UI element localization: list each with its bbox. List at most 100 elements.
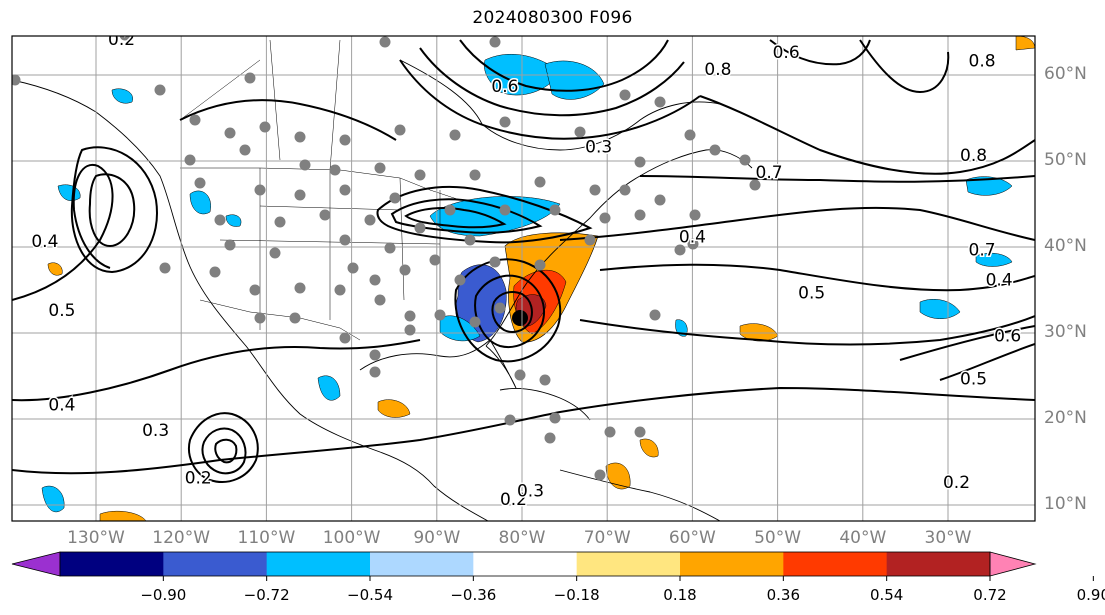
station-dot [224, 127, 236, 139]
map-frame [11, 35, 1036, 522]
colorbar-tick-label: 0.36 [766, 586, 801, 604]
contour-label: 0.7 [969, 241, 996, 261]
station-dot [749, 179, 761, 191]
colorbar-segment [680, 552, 784, 576]
station-dot [189, 114, 201, 126]
colorbar-segment [783, 552, 888, 576]
negative-anomaly-region [975, 252, 1013, 267]
station-dot [209, 266, 221, 278]
station-dot [369, 274, 381, 286]
station-dot [584, 234, 596, 246]
station-dot [534, 176, 546, 188]
station-dot [709, 144, 721, 156]
station-dot [494, 302, 506, 314]
station-dot [469, 169, 481, 181]
contour-label: 0.6 [773, 43, 800, 63]
longitude-label: 70°W [583, 528, 631, 548]
contour-label: 0.3 [517, 481, 544, 501]
contour-label: 0.4 [48, 395, 75, 415]
contour-label: 0.6 [491, 77, 518, 97]
station-dot [534, 259, 546, 271]
station-dot [514, 369, 526, 381]
latitude-label: 10°N [1044, 494, 1087, 514]
station-dot [504, 414, 516, 426]
station-dot [414, 222, 426, 234]
negative-anomaly-region [317, 375, 341, 401]
colorbar-segment [576, 552, 681, 576]
station-dot [674, 244, 686, 256]
colorbar-tick-label: −0.90 [140, 586, 187, 604]
station-dot [689, 209, 701, 221]
station-dot [739, 154, 751, 166]
contour-lines [12, 39, 1035, 483]
station-dot [379, 36, 391, 48]
station-dot [369, 366, 381, 378]
station-dot [239, 144, 251, 156]
station-dot [634, 426, 646, 438]
station-dot [119, 36, 131, 41]
colorbar-segment [163, 552, 268, 576]
station-dot [374, 294, 386, 306]
station-dot [574, 126, 586, 138]
station-dot [194, 177, 206, 189]
positive-anomaly-region [377, 399, 411, 418]
station-dot [254, 184, 266, 196]
station-dot [244, 72, 256, 84]
contour-label: 0.5 [960, 370, 987, 390]
station-dot [449, 129, 461, 141]
station-dot [334, 284, 346, 296]
station-dot [589, 184, 601, 196]
station-dot [159, 262, 171, 274]
colorbar [11, 551, 1094, 581]
station-dot [654, 194, 666, 206]
contour-label: 0.8 [704, 60, 731, 80]
station-dot [274, 216, 286, 228]
contour-label: 0.2 [943, 473, 970, 493]
station-dot [224, 239, 236, 251]
colorbar-segment [886, 552, 991, 576]
negative-anomaly-region [919, 299, 961, 319]
station-dot [489, 256, 501, 268]
latitude-label: 50°N [1044, 150, 1087, 170]
observation-stations [12, 36, 761, 481]
station-dot [634, 156, 646, 168]
station-dot [249, 284, 261, 296]
station-dot [289, 312, 301, 324]
station-dot [464, 234, 476, 246]
longitude-label: 60°W [668, 528, 716, 548]
station-dot [549, 204, 561, 216]
longitude-label: 80°W [498, 528, 546, 548]
positive-anomaly-region [47, 262, 63, 276]
positive-anomaly-region [99, 510, 147, 521]
station-dot [649, 309, 661, 321]
colorbar-segment [60, 552, 164, 576]
colorbar-tick-label: 0.90 [1076, 586, 1105, 604]
station-dot [544, 432, 556, 444]
shaded-regions [41, 36, 1035, 521]
station-dot [404, 310, 416, 322]
contour-label: 0.4 [679, 228, 706, 248]
station-dot [214, 214, 226, 226]
station-dot [619, 89, 631, 101]
station-dot [364, 214, 376, 226]
station-dot [434, 309, 446, 321]
station-dot [339, 332, 351, 344]
colorbar-segment [473, 552, 578, 576]
station-dot [12, 74, 21, 86]
station-dot [294, 282, 306, 294]
station-dot [154, 84, 166, 96]
contour-labels: 0.2 0.6 0.8 0.6 0.8 0.3 0.8 0.7 0.4 0.7 0.5 0.4 0.6 0… [30, 36, 1023, 512]
contour-label: 0.4 [986, 271, 1013, 291]
station-dot [454, 274, 466, 286]
station-dot [594, 469, 606, 481]
station-dot [389, 192, 401, 204]
station-dot [499, 116, 511, 128]
station-dot [404, 324, 416, 336]
station-dot [599, 212, 611, 224]
contour-label: 0.2 [185, 469, 212, 489]
longitude-label: 50°W [754, 528, 802, 548]
negative-anomaly-region [225, 214, 242, 227]
station-dot [429, 254, 441, 266]
latitude-label: 30°N [1044, 322, 1087, 342]
